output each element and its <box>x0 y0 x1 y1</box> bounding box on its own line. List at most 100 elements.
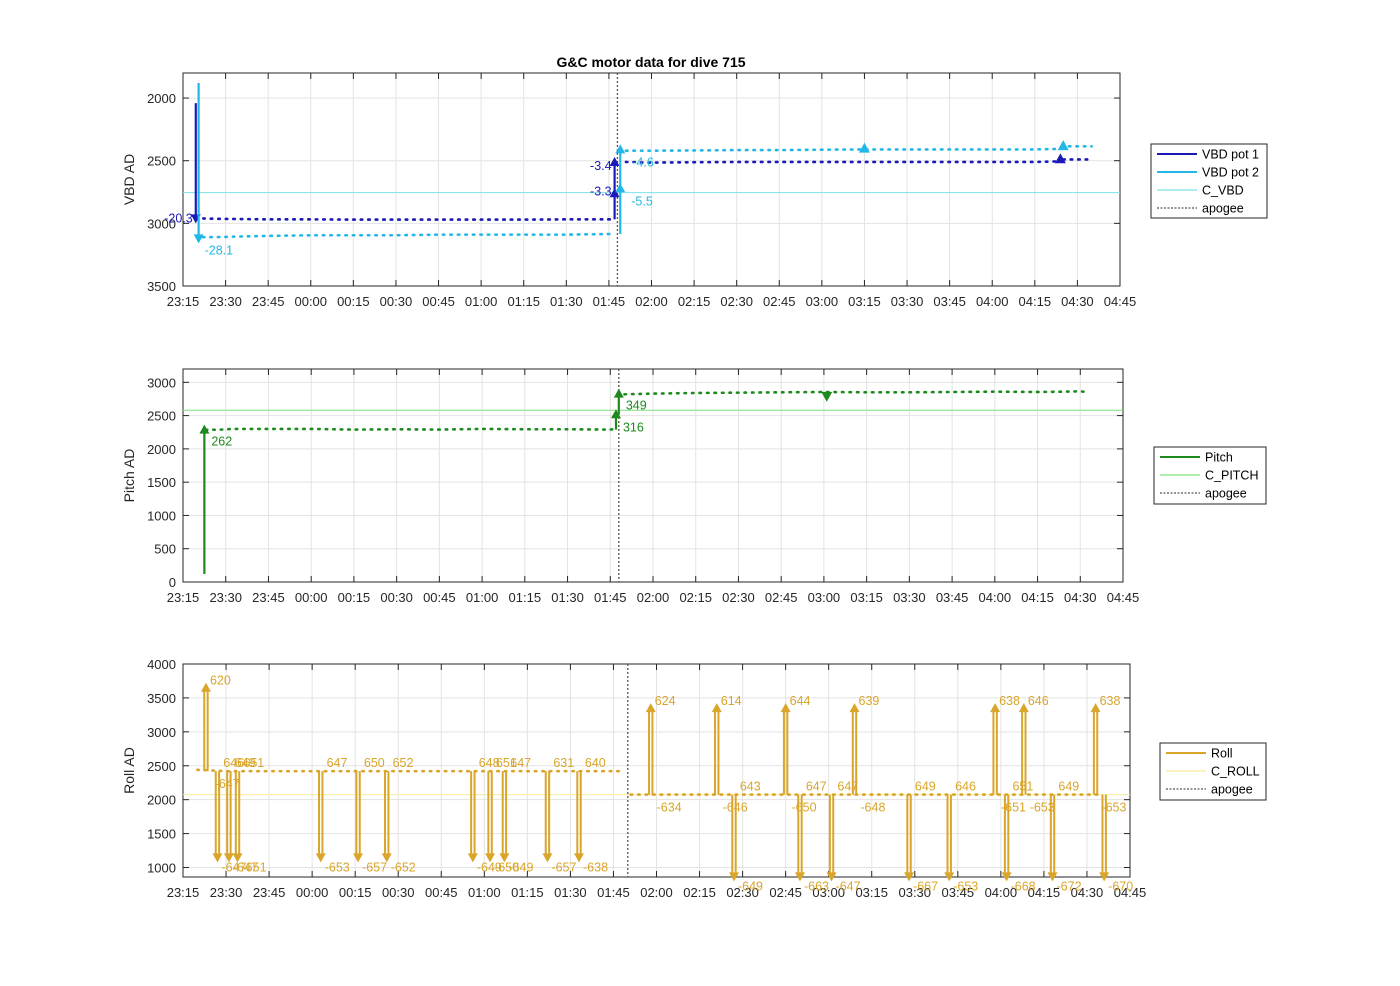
return-label: -651 <box>1001 801 1026 815</box>
return-label: -647 <box>215 777 240 791</box>
plot-area: 262 316 349 <box>183 369 1123 582</box>
plot-area: 620-647-647-651 -653 -657 -652 -649-650-649-… <box>183 664 1133 893</box>
x-tick-label: 01:30 <box>550 294 583 309</box>
return-label: 651 <box>496 756 517 770</box>
spike-label: -647 <box>836 879 861 893</box>
x-tick-label: 02:00 <box>637 590 670 605</box>
return-label: 652 <box>393 756 414 770</box>
x-tick-label: 03:15 <box>850 590 883 605</box>
grid <box>182 73 1121 287</box>
spike-arrow <box>944 872 955 882</box>
x-tick-label: 04:45 <box>1107 590 1140 605</box>
move-arrow <box>199 424 210 434</box>
x-tick-label: 01:15 <box>511 885 544 900</box>
spike-arrow <box>212 853 223 863</box>
spike-arrow <box>485 853 496 863</box>
y-tick-label: 1500 <box>147 475 176 490</box>
spike-arrow <box>904 872 915 882</box>
spike-arrow <box>728 872 739 882</box>
spike-label: 639 <box>859 694 880 708</box>
series-line <box>624 160 1062 164</box>
y-tick-label: 3000 <box>147 725 176 740</box>
spike-arrow <box>826 872 837 882</box>
return-label: 647 <box>837 780 858 794</box>
y-axis-label: VBD AD <box>121 154 137 205</box>
x-tick-label: 02:15 <box>678 294 711 309</box>
move-label: -3.4 <box>590 159 612 173</box>
spike-label: 638 <box>1100 694 1121 708</box>
y-tick-label: 1500 <box>147 827 176 842</box>
return-label: 640 <box>585 756 606 770</box>
marker-triangle <box>1057 140 1069 151</box>
spike-label: -663 <box>804 879 829 893</box>
return-label: -646 <box>723 801 748 815</box>
x-tick-label: 04:30 <box>1064 590 1097 605</box>
spike-label: 620 <box>210 674 231 688</box>
x-tick-label: 23:45 <box>253 885 286 900</box>
spike-arrow <box>1001 872 1012 882</box>
y-axis-label: Roll AD <box>121 747 137 794</box>
x-tick-label: 02:30 <box>726 885 759 900</box>
return-label: 648 <box>479 756 500 770</box>
x-tick-label: 03:15 <box>855 885 888 900</box>
x-tick-label: 02:00 <box>635 294 668 309</box>
spike-label: -649 <box>508 860 533 874</box>
x-tick-label: 03:45 <box>933 294 966 309</box>
x-tick-label: 00:45 <box>423 590 456 605</box>
return-label: 631 <box>553 756 574 770</box>
move-label: 349 <box>626 399 647 413</box>
x-tick-label: 04:30 <box>1071 885 1104 900</box>
grid <box>182 369 1124 583</box>
spike-arrow <box>542 853 553 863</box>
x-tick-label: 02:15 <box>683 885 716 900</box>
y-tick-label: 4000 <box>147 657 176 672</box>
x-tick-label: 01:00 <box>465 294 498 309</box>
move-arrow <box>615 144 626 154</box>
x-tick-label: 01:45 <box>594 590 627 605</box>
spike-label: -667 <box>913 879 938 893</box>
x-tick-label: 01:00 <box>466 590 499 605</box>
return-label: -634 <box>657 801 682 815</box>
spike-label: -670 <box>1108 879 1133 893</box>
spike-label: 624 <box>655 694 676 708</box>
marker-triangle <box>821 391 833 402</box>
return-label: 647 <box>327 756 348 770</box>
spike-arrow <box>353 853 364 863</box>
y-tick-label: 2500 <box>147 154 176 169</box>
legend-entry: VBD pot 2 <box>1202 166 1259 180</box>
y-tick-label: 2000 <box>147 442 176 457</box>
x-tick-label: 00:00 <box>294 294 327 309</box>
x-tick-label: 02:30 <box>720 294 753 309</box>
series-line <box>201 232 616 239</box>
marker-triangle <box>858 142 870 153</box>
spike-arrow <box>467 853 478 863</box>
x-tick-label: 23:45 <box>252 590 285 605</box>
x-tick-label: 03:00 <box>806 294 839 309</box>
spike-arrow <box>780 703 791 713</box>
spike-label: -653 <box>325 860 350 874</box>
x-tick-label: 01:00 <box>468 885 501 900</box>
series-line <box>196 768 621 773</box>
legend-entry: apogee <box>1205 487 1247 501</box>
spike-arrow <box>499 853 510 863</box>
spike-arrow <box>794 872 805 882</box>
spike-arrow <box>711 703 722 713</box>
y-tick-label: 2500 <box>147 409 176 424</box>
legend-entry: C_PITCH <box>1205 469 1258 483</box>
series-line <box>194 217 616 221</box>
x-tick-label: 03:45 <box>936 590 969 605</box>
y-tick-label: 1000 <box>147 508 176 523</box>
x-tick-label: 23:15 <box>167 590 200 605</box>
spike-label: 614 <box>721 694 742 708</box>
spike-arrow <box>574 853 585 863</box>
legend-entry: C_ROLL <box>1211 765 1260 779</box>
return-label: 646 <box>223 756 244 770</box>
move-label: -28.1 <box>205 243 234 257</box>
return-label: 646 <box>955 780 976 794</box>
x-tick-label: 04:45 <box>1104 294 1137 309</box>
series-line <box>624 147 1065 152</box>
y-tick-label: 2000 <box>147 793 176 808</box>
spike-label: -651 <box>242 860 267 874</box>
